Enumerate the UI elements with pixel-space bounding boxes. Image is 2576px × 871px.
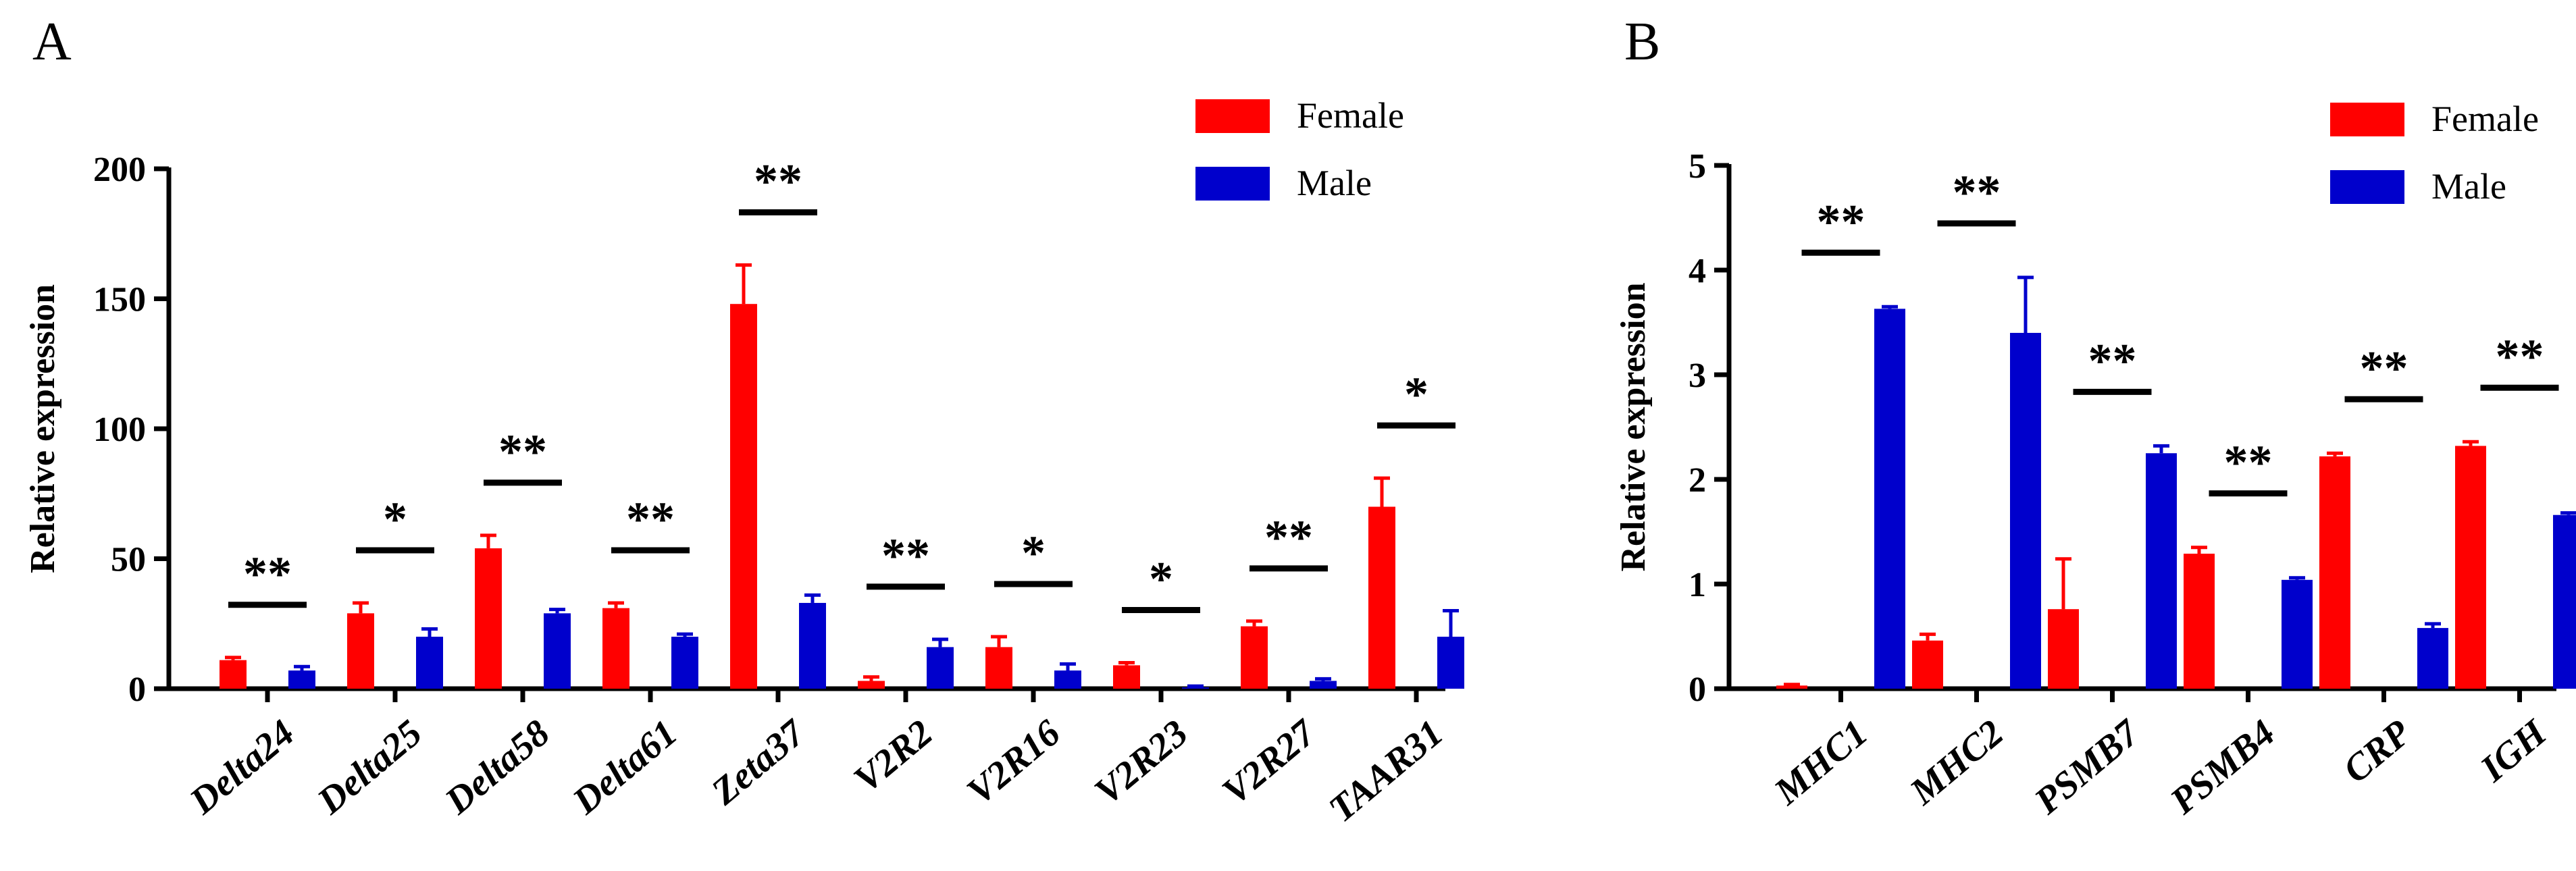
panel-b-bar-female-mhc1: [1776, 685, 1807, 689]
panel-a-bar-female-delta61: [602, 608, 629, 689]
panel-b-significance-mhc1: **: [1817, 194, 1865, 248]
panel-a-bar-male-delta61: [671, 637, 698, 689]
panel-a-x-tick-label-taar31: TAAR31: [1321, 712, 1451, 830]
panel-a-bar-female-delta58: [475, 548, 502, 689]
panel-b-x-tick-label-igh: IGH: [2472, 712, 2555, 791]
panel-a-bar-female-zeta37: [730, 304, 757, 689]
panel-a-significance-v2r27: **: [1264, 510, 1313, 564]
panel-b-x-tick-label-crp: CRP: [2336, 712, 2419, 791]
panel-a-significance-delta25: *: [383, 492, 407, 546]
panel-b-legend-label-female: Female: [2431, 99, 2539, 139]
panel-a-bar-female-v2r16: [985, 647, 1012, 689]
panel-b-significance-crp: **: [2360, 341, 2408, 395]
panel-b-significance-igh: **: [2496, 329, 2544, 384]
panel-a-x-tick-label-v2r2: V2R2: [846, 712, 941, 801]
panel-b-y-tick-label: 1: [1689, 566, 1706, 604]
panel-a-significance-delta58: **: [498, 425, 547, 479]
panel-b-bar-female-psmb4: [2184, 554, 2215, 689]
panel-b-y-axis-title: Relative expression: [1614, 282, 1653, 571]
panel-b-x-tick-label-psmb7: PSMB7: [2026, 711, 2148, 822]
panel-b-y-tick-label: 2: [1689, 461, 1706, 500]
panel-a-x-tick-label-v2r16: V2R16: [959, 712, 1068, 813]
panel-a-bar-male-delta25: [416, 637, 443, 689]
panel-b-y-tick-label: 0: [1689, 670, 1706, 709]
panel-label-b: B: [1624, 12, 1660, 72]
panel-label-a: A: [32, 12, 72, 72]
panel-b-bar-male-psmb7: [2146, 453, 2177, 689]
panel-a-bar-male-delta58: [544, 613, 571, 689]
panel-a-x-tick-label-zeta37: Zeta37: [703, 711, 814, 813]
panel-a-bar-female-v2r27: [1241, 626, 1268, 689]
panel-a-bar-male-taar31: [1437, 637, 1464, 689]
panel-b-bar-male-mhc2: [2010, 333, 2041, 689]
panel-b-bar-female-mhc2: [1912, 640, 1943, 689]
panel-a-bar-male-v2r23: [1182, 687, 1209, 689]
panel-a-legend-label-female: Female: [1297, 95, 1404, 136]
panel-b-x-tick-label-mhc1: MHC1: [1766, 712, 1876, 813]
panel-a-significance-v2r23: *: [1149, 552, 1173, 606]
panel-b-bar-female-psmb7: [2048, 609, 2079, 689]
panel-b-x-tick-label-mhc2: MHC2: [1902, 712, 2011, 813]
panel-a-x-tick-label-delta61: Delta61: [565, 712, 686, 822]
panel-a-legend-label-male: Male: [1297, 163, 1372, 203]
panel-a-bar-male-v2r16: [1054, 670, 1081, 689]
panel-b-y-tick-label: 5: [1689, 147, 1706, 186]
panel-b-bar-female-igh: [2455, 446, 2486, 689]
panel-a-significance-zeta37: **: [754, 154, 802, 208]
panel-a-bar-male-v2r27: [1310, 681, 1337, 689]
panel-a-y-tick-label: 100: [93, 411, 146, 449]
panel-b-y-tick-label: 4: [1689, 252, 1706, 290]
panel-a-bar-female-v2r2: [858, 681, 885, 689]
panel-b-bar-male-igh: [2553, 514, 2576, 689]
panel-b-y-tick-label: 3: [1689, 357, 1706, 395]
panel-b-significance-mhc2: **: [1953, 165, 2001, 219]
panel-a-bar-female-delta24: [220, 660, 247, 689]
panel-a-bar-female-v2r23: [1113, 665, 1140, 689]
panel-b-significance-psmb7: **: [2088, 334, 2137, 388]
panel-b-x-tick-label-psmb4: PSMB4: [2162, 712, 2283, 822]
panel-a-significance-taar31: *: [1404, 367, 1428, 421]
panel-a-y-tick-label: 200: [93, 151, 146, 189]
panel-a-bar-female-delta25: [347, 613, 374, 689]
panel-a-significance-v2r16: *: [1021, 526, 1046, 580]
panel-b-bar-male-mhc1: [1874, 309, 1905, 689]
panel-a-x-tick-label-delta58: Delta58: [437, 712, 558, 822]
panel-a-x-tick-label-v2r23: V2R23: [1087, 712, 1195, 813]
panel-a-x-tick-label-delta24: Delta24: [182, 712, 303, 822]
panel-b-bar-male-psmb4: [2282, 579, 2313, 689]
panel-b-significance-psmb4: **: [2224, 436, 2273, 490]
panel-a-x-tick-label-v2r27: V2R27: [1214, 711, 1324, 813]
panel-a-x-tick-label-delta25: Delta25: [309, 712, 430, 822]
panel-b-legend-label-male: Male: [2431, 166, 2506, 207]
panel-a-y-tick-label: 0: [128, 670, 146, 709]
panel-b-legend-swatch-female: [2330, 103, 2404, 136]
panel-a-y-tick-label: 50: [111, 541, 146, 579]
panel-b-legend-swatch-male: [2330, 170, 2404, 204]
panel-a-significance-delta24: **: [243, 547, 292, 601]
panel-a-bar-male-zeta37: [799, 602, 826, 689]
panel-a-legend-swatch-male: [1195, 167, 1270, 201]
panel-a-bar-male-delta24: [288, 670, 315, 689]
panel-a-bar-male-v2r2: [927, 647, 954, 689]
panel-a-bar-female-taar31: [1368, 506, 1395, 689]
panel-a-significance-delta61: **: [626, 492, 675, 546]
panel-b-bar-female-crp: [2319, 456, 2350, 689]
panel-a-significance-v2r2: **: [881, 529, 930, 583]
panel-a-legend-swatch-female: [1195, 99, 1270, 133]
panel-b-bar-male-crp: [2417, 628, 2448, 689]
panel-a-y-tick-label: 150: [93, 281, 146, 319]
panel-a-y-axis-title: Relative expression: [24, 284, 62, 573]
